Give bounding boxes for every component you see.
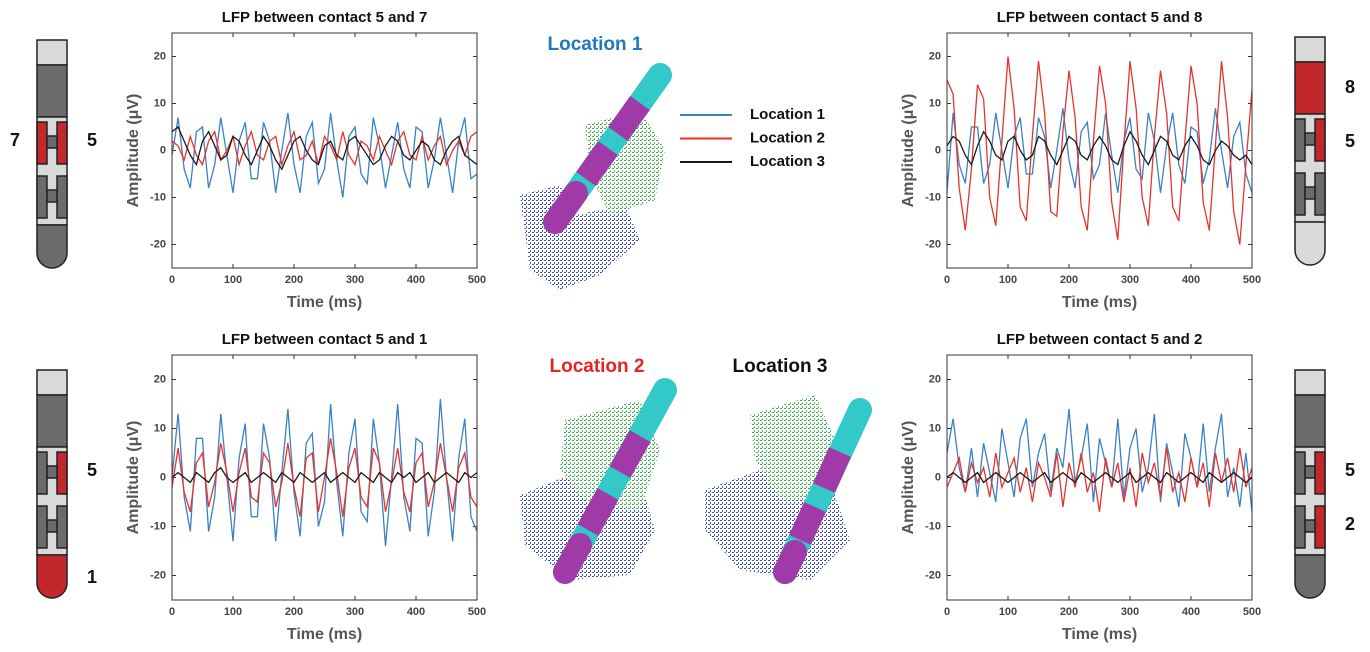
x-tick-label: 300 (346, 274, 364, 286)
chart-title: LFP between contact 5 and 8 (997, 9, 1203, 26)
x-axis-label: Time (ms) (287, 626, 362, 643)
x-tick-label: 100 (224, 606, 242, 618)
series-line (172, 129, 477, 168)
y-tick-label: 0 (935, 471, 941, 483)
series-line (947, 56, 1252, 245)
electrode (1294, 36, 1326, 266)
x-tick-label: 200 (285, 606, 303, 618)
y-axis-label: Amplitude (μV) (900, 94, 917, 208)
legend-label: Location 2 (750, 129, 825, 146)
y-tick-label: -20 (150, 238, 166, 250)
plot-frame (946, 32, 1253, 269)
contact-label: 2 (1345, 514, 1355, 534)
x-tick-label: 200 (1060, 274, 1078, 286)
series-line (947, 408, 1252, 512)
x-tick-label: 300 (1121, 274, 1139, 286)
location-title: Location 3 (732, 356, 827, 377)
y-tick-label: 10 (929, 97, 941, 109)
y-tick-label: 10 (154, 422, 166, 434)
chart-title: LFP between contact 5 and 1 (222, 331, 428, 348)
x-tick-label: 300 (1121, 606, 1139, 618)
chart-title: LFP between contact 5 and 7 (222, 9, 428, 26)
chart-title: LFP between contact 5 and 2 (997, 331, 1203, 348)
contact-label: 5 (87, 130, 97, 150)
x-axis-label: Time (ms) (1062, 626, 1137, 643)
contact-label: 5 (1345, 460, 1355, 480)
x-tick-label: 0 (169, 606, 175, 618)
y-tick-label: -10 (150, 191, 166, 203)
y-tick-label: 0 (160, 144, 166, 156)
y-tick-label: 0 (935, 144, 941, 156)
x-tick-label: 100 (224, 274, 242, 286)
x-tick-label: 500 (468, 606, 486, 618)
y-tick-label: -20 (925, 238, 941, 250)
x-tick-label: 0 (944, 606, 950, 618)
series-line (947, 448, 1252, 512)
plot-frame (946, 354, 1253, 601)
x-axis-label: Time (ms) (1062, 294, 1137, 311)
electrode (36, 39, 68, 269)
y-tick-label: 20 (154, 50, 166, 62)
series-line (172, 466, 477, 484)
x-tick-label: 500 (1243, 606, 1261, 618)
x-tick-label: 200 (285, 274, 303, 286)
x-tick-label: 500 (468, 274, 486, 286)
render-location-1 (520, 63, 672, 290)
render-location-3 (705, 395, 872, 584)
y-tick-label: 20 (154, 373, 166, 385)
x-tick-label: 0 (169, 274, 175, 286)
x-tick-label: 100 (999, 606, 1017, 618)
x-tick-label: 400 (407, 606, 425, 618)
y-tick-label: -20 (150, 569, 166, 581)
y-axis-label: Amplitude (μV) (125, 94, 142, 208)
y-tick-label: -20 (925, 569, 941, 581)
electrode (1294, 369, 1326, 599)
y-axis-label: Amplitude (μV) (900, 421, 917, 535)
legend-label: Location 1 (750, 106, 825, 123)
x-axis-label: Time (ms) (287, 294, 362, 311)
series-line (947, 471, 1252, 484)
y-tick-label: 10 (154, 97, 166, 109)
legend-label: Location 3 (750, 153, 825, 170)
contact-label: 5 (87, 460, 97, 480)
contact-label: 1 (87, 567, 97, 587)
electrode (36, 369, 68, 599)
plot-frame (171, 32, 478, 269)
y-tick-label: 20 (929, 50, 941, 62)
contact-label: 5 (1345, 131, 1355, 151)
series-line (172, 112, 477, 198)
series-line (172, 125, 477, 171)
y-tick-label: 0 (160, 471, 166, 483)
y-tick-label: -10 (150, 520, 166, 532)
x-tick-label: 100 (999, 274, 1017, 286)
contact-label: 8 (1345, 77, 1355, 97)
x-tick-label: 0 (944, 274, 950, 286)
series-line (172, 399, 477, 547)
x-tick-label: 400 (1182, 606, 1200, 618)
series-line (947, 130, 1252, 167)
series-line (947, 108, 1252, 194)
location-title: Location 2 (549, 356, 644, 377)
y-axis-label: Amplitude (μV) (125, 421, 142, 535)
y-tick-label: -10 (925, 520, 941, 532)
plot-frame (171, 354, 478, 601)
render-location-2 (520, 378, 677, 584)
x-tick-label: 300 (346, 606, 364, 618)
y-tick-label: 20 (929, 373, 941, 385)
x-tick-label: 400 (407, 274, 425, 286)
contact-label: 7 (10, 130, 20, 150)
y-tick-label: -10 (925, 191, 941, 203)
x-tick-label: 200 (1060, 606, 1078, 618)
y-tick-label: 10 (929, 422, 941, 434)
series-line (172, 438, 477, 517)
location-title: Location 1 (547, 34, 642, 55)
x-tick-label: 400 (1182, 274, 1200, 286)
x-tick-label: 500 (1243, 274, 1261, 286)
